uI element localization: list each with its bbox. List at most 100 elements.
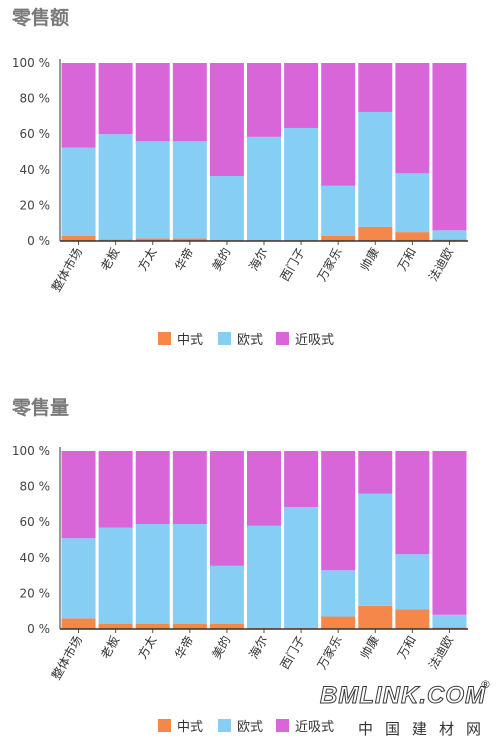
bar-segment-中式-万家乐 — [321, 616, 356, 629]
x-category-label: 万家乐 — [314, 245, 345, 284]
bar-segment-欧式-老板 — [98, 527, 133, 624]
bar-segment-近吸式-海尔 — [247, 63, 281, 137]
y-tick-label: 20 % — [20, 586, 51, 600]
legend-swatch-近吸式 — [276, 332, 289, 345]
x-category-label: 法迪欧 — [426, 634, 456, 672]
bar-segment-近吸式-万家乐 — [321, 451, 356, 571]
x-category-label: 老板 — [98, 246, 122, 274]
bar-segment-近吸式-美的 — [209, 451, 244, 566]
bar-segment-欧式-老板 — [98, 134, 133, 240]
legend-swatch-欧式 — [218, 719, 231, 732]
bar-segment-中式-帅康 — [358, 226, 393, 241]
bar-segment-近吸式-海尔 — [247, 451, 281, 526]
x-category-label: 美的 — [209, 245, 234, 273]
x-category-label: 西门子 — [277, 633, 308, 672]
bar-segment-近吸式-万家乐 — [321, 63, 356, 186]
legend-label-欧式: 欧式 — [237, 720, 263, 735]
bar-segment-中式-整体市场 — [61, 235, 96, 241]
chart-retail-volume: 0 % 20 % 40 % 60 % 80 % 100 % 整体市场 老板 方太 华帝 美的 海尔 西门… — [12, 444, 468, 735]
watermark-subtitle: 中国建材网 — [358, 720, 494, 738]
bar-segment-近吸式-西门子 — [284, 451, 319, 508]
y-tick-label: 20 % — [20, 198, 51, 212]
bar-segment-近吸式-法迪欧 — [432, 451, 467, 615]
bar-segment-中式-华帝 — [172, 238, 207, 241]
x-category-label: 帅康 — [357, 633, 382, 661]
bar-segment-欧式-美的 — [209, 565, 244, 624]
x-category-label: 法迪欧 — [426, 246, 456, 284]
bar-segment-近吸式-华帝 — [172, 451, 207, 524]
y-tick-label: 0 % — [27, 234, 50, 248]
bar-segment-近吸式-法迪欧 — [432, 63, 467, 231]
x-category-label: 方太 — [134, 245, 159, 273]
legend-swatch-欧式 — [218, 332, 231, 345]
chart-title-retail-volume: 零售量 — [12, 397, 70, 419]
x-category-label: 华帝 — [171, 633, 196, 661]
x-category-label: 海尔 — [246, 245, 271, 273]
chart-retail-sales: 0 % 20 % 40 % 60 % 80 % 100 % 整体市场 老板 方太 华帝 美的 海尔 西门… — [12, 56, 468, 348]
x-category-label: 万家乐 — [314, 633, 345, 672]
bar-segment-中式-万家乐 — [321, 235, 356, 241]
y-tick-label: 60 % — [20, 515, 51, 529]
bar-segment-中式-华帝 — [172, 623, 207, 629]
chart-title-retail-sales: 零售额 — [12, 7, 70, 29]
bar-segment-欧式-海尔 — [247, 525, 281, 629]
bar-segment-欧式-整体市场 — [61, 147, 96, 236]
x-category-label: 海尔 — [246, 633, 271, 661]
bar-segment-中式-老板 — [98, 623, 133, 629]
y-tick-label: 100 % — [12, 444, 50, 458]
bar-segment-中式-整体市场 — [61, 618, 96, 629]
y-tick-label: 60 % — [20, 127, 51, 141]
bar-segment-中式-美的 — [209, 623, 244, 629]
bar-segment-欧式-方太 — [135, 523, 170, 624]
y-tick-label: 100 % — [12, 56, 50, 70]
bar-segment-欧式-西门子 — [284, 127, 319, 241]
bar-segment-欧式-万家乐 — [321, 570, 356, 617]
x-category-label: 万和 — [395, 634, 419, 662]
x-category-label: 老板 — [98, 634, 122, 662]
bar-segment-近吸式-西门子 — [284, 63, 319, 128]
bar-segment-近吸式-美的 — [209, 63, 244, 177]
y-tick-label: 0 % — [27, 622, 50, 636]
bar-segment-欧式-帅康 — [358, 111, 393, 227]
watermark-registered-mark: ® — [480, 678, 491, 691]
bar-segment-欧式-万和 — [395, 554, 430, 610]
bar-segment-中式-法迪欧 — [432, 239, 467, 241]
legend-swatch-近吸式 — [276, 719, 289, 732]
x-category-label: 整体市场 — [48, 245, 85, 294]
bar-segment-欧式-海尔 — [247, 136, 281, 241]
bar-segment-近吸式-整体市场 — [61, 451, 96, 539]
bar-segment-近吸式-整体市场 — [61, 63, 96, 148]
legend-label-中式: 中式 — [177, 333, 203, 348]
x-category-label: 万和 — [395, 246, 419, 274]
legend-label-近吸式: 近吸式 — [295, 720, 334, 735]
bar-segment-近吸式-老板 — [98, 63, 133, 135]
bar-segment-近吸式-方太 — [135, 63, 170, 142]
bar-segment-近吸式-华帝 — [172, 63, 207, 142]
bar-segment-欧式-万和 — [395, 173, 430, 233]
bar-segment-中式-法迪欧 — [432, 627, 467, 629]
x-category-label: 西门子 — [277, 245, 308, 284]
bar-segment-近吸式-帅康 — [358, 451, 393, 494]
bar-segment-近吸式-帅康 — [358, 63, 393, 112]
bar-segment-欧式-西门子 — [284, 507, 319, 629]
y-tick-label: 40 % — [20, 551, 51, 565]
legend-swatch-中式 — [158, 332, 171, 345]
bar-segment-欧式-方太 — [135, 141, 170, 239]
y-tick-label: 40 % — [20, 163, 51, 177]
x-category-label: 帅康 — [357, 245, 382, 273]
bar-segment-欧式-法迪欧 — [432, 230, 467, 240]
bar-segment-欧式-整体市场 — [61, 538, 96, 619]
legend-label-近吸式: 近吸式 — [295, 333, 334, 348]
y-tick-label: 80 % — [20, 92, 51, 106]
bar-segment-中式-万和 — [395, 232, 430, 241]
bar-segment-欧式-万家乐 — [321, 185, 356, 236]
bar-segment-近吸式-万和 — [395, 63, 430, 174]
bar-segment-中式-方太 — [135, 238, 170, 241]
bar-segment-中式-帅康 — [358, 605, 393, 629]
bar-segment-近吸式-老板 — [98, 451, 133, 528]
bar-segment-欧式-美的 — [209, 176, 244, 241]
y-tick-label: 80 % — [20, 480, 51, 494]
legend-label-中式: 中式 — [177, 720, 203, 735]
bar-segment-近吸式-万和 — [395, 451, 430, 555]
bar-segment-欧式-华帝 — [172, 523, 207, 624]
